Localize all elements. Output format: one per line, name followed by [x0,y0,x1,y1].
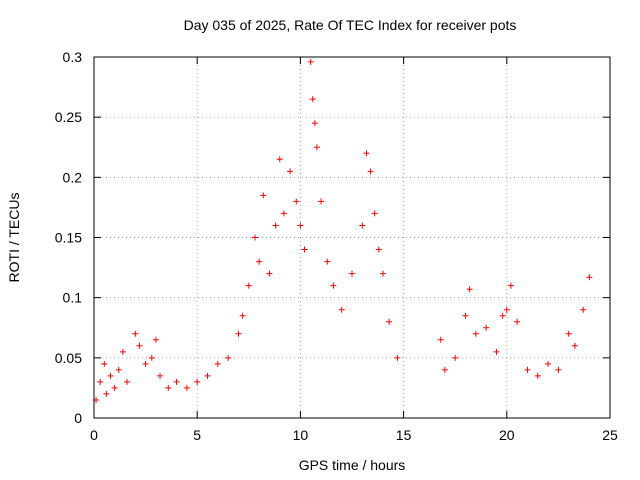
data-point [309,96,316,103]
x-tick-label: 15 [396,427,412,443]
data-point [260,192,267,199]
data-point [173,378,180,385]
x-axis-label: GPS time / hours [299,457,406,473]
data-point [483,324,490,331]
data-point [472,330,479,337]
grid [94,57,610,418]
y-tick-label: 0.1 [63,290,83,306]
data-point [266,270,273,277]
data-point [235,330,242,337]
data-point [507,282,514,289]
data-points [93,58,593,403]
data-point [503,306,510,313]
data-point [375,246,382,253]
y-axis-label: ROTI / TECUs [6,193,22,283]
x-tick-label: 5 [193,427,201,443]
data-point [103,390,110,397]
data-point [183,384,190,391]
data-point [318,198,325,205]
data-point [136,342,143,349]
data-point [148,354,155,361]
data-point [287,168,294,175]
plot-frame [93,56,611,419]
data-point [204,372,211,379]
data-point [499,312,506,319]
data-point [272,222,279,229]
data-point [349,270,355,277]
data-point [462,312,469,319]
data-point [338,306,345,313]
data-point [251,234,258,241]
data-point [256,258,263,265]
y-tick-label: 0.3 [63,49,83,65]
x-tick-label: 25 [602,427,618,443]
y-tick-label: 0.05 [55,350,82,366]
data-point [301,246,308,253]
data-point [571,342,578,349]
data-point [386,318,393,325]
x-tick-label: 0 [90,427,98,443]
data-point [115,366,122,373]
data-point [437,336,444,343]
data-point [555,366,562,373]
data-point [441,366,448,373]
data-point [152,336,159,343]
data-point [107,372,114,379]
data-point [363,150,370,157]
data-point [111,384,118,391]
x-tick-label: 20 [499,427,515,443]
data-point [297,222,304,229]
data-point [142,360,149,367]
data-point [367,168,374,175]
data-point [534,372,541,379]
data-point [371,210,378,217]
data-point [324,258,331,265]
data-point [514,318,521,325]
data-point [359,222,366,229]
data-point [452,354,459,361]
data-point [580,306,587,313]
data-point [119,348,126,355]
data-point [313,144,320,151]
axis-ticks: 0 5 10 15 20 25 0 0.05 0.1 0.15 0.2 0.25 0.3 [55,49,618,443]
data-point [214,360,221,367]
data-point [330,282,337,289]
data-point [101,360,108,367]
x-tick-label: 10 [293,427,309,443]
data-point [293,198,300,205]
data-point [565,330,572,337]
chart-title: Day 035 of 2025, Rate Of TEC Index for r… [183,17,517,33]
data-point [379,270,386,277]
y-tick-label: 0.15 [55,230,82,246]
data-point [97,378,104,385]
data-point [225,354,232,361]
data-point [132,330,139,337]
data-point [280,210,287,217]
data-point [466,286,473,293]
data-point [245,282,252,289]
data-point [394,354,401,361]
data-point [165,384,172,391]
y-tick-label: 0.2 [63,169,83,185]
data-point [493,348,500,355]
data-point [194,378,201,385]
y-tick-label: 0.25 [55,109,82,125]
data-point [545,360,552,367]
data-point [157,372,164,379]
data-point [124,378,131,385]
y-tick-label: 0 [74,410,82,426]
data-point [307,58,314,65]
data-point [524,366,531,373]
data-point [586,274,593,281]
data-point [276,156,283,163]
data-point [311,120,318,127]
data-point [239,312,246,319]
